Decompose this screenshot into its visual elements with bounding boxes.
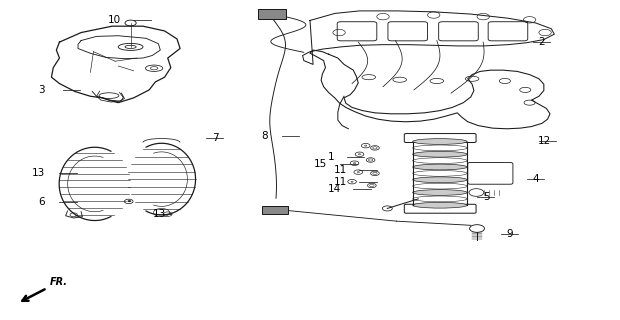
Text: FR.: FR. bbox=[50, 277, 68, 287]
Text: 11: 11 bbox=[334, 165, 347, 175]
Text: 15: 15 bbox=[314, 159, 327, 169]
Circle shape bbox=[128, 200, 131, 202]
Text: 6: 6 bbox=[38, 197, 45, 207]
Ellipse shape bbox=[413, 177, 467, 183]
Ellipse shape bbox=[413, 190, 467, 196]
Text: 8: 8 bbox=[261, 131, 268, 141]
Text: 5: 5 bbox=[483, 192, 489, 202]
Text: 2: 2 bbox=[538, 37, 545, 47]
Text: 10: 10 bbox=[108, 15, 122, 25]
Ellipse shape bbox=[413, 202, 467, 208]
Text: 9: 9 bbox=[507, 229, 513, 239]
Ellipse shape bbox=[413, 151, 467, 157]
FancyBboxPatch shape bbox=[262, 205, 288, 214]
Ellipse shape bbox=[413, 139, 467, 144]
Text: 13: 13 bbox=[32, 168, 45, 178]
Text: 1: 1 bbox=[328, 152, 335, 162]
Text: 4: 4 bbox=[532, 174, 539, 184]
Text: 12: 12 bbox=[538, 136, 551, 146]
Text: 14: 14 bbox=[328, 184, 341, 194]
Text: 7: 7 bbox=[212, 133, 218, 143]
Text: 3: 3 bbox=[38, 85, 45, 95]
FancyBboxPatch shape bbox=[258, 9, 286, 20]
Ellipse shape bbox=[413, 164, 467, 170]
Text: 13: 13 bbox=[153, 209, 167, 219]
Text: 11: 11 bbox=[334, 177, 347, 187]
